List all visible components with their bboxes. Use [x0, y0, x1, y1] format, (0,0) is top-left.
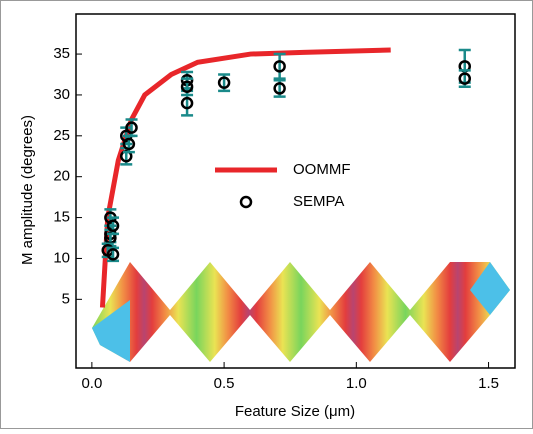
y-tick-label: 35	[53, 45, 70, 62]
point	[122, 137, 136, 151]
x-tick-label: 1.0	[346, 375, 367, 392]
y-tick-label: 15	[53, 209, 70, 226]
y-axis-label: M amplitude (degrees)	[19, 115, 36, 265]
x-tick-label: 0.5	[214, 375, 235, 392]
point	[217, 76, 231, 89]
y-tick-label: 10	[53, 249, 70, 266]
point	[125, 121, 138, 134]
y-tick-label: 25	[53, 127, 70, 144]
x-tick-label: 0.0	[81, 375, 102, 392]
x-tick-label: 1.5	[478, 375, 499, 392]
error-bar	[273, 52, 286, 80]
point	[273, 82, 286, 95]
point	[180, 80, 194, 94]
inset-corner	[470, 262, 510, 315]
plot-frame	[75, 13, 516, 369]
line	[99, 47, 391, 308]
legend-label: SEMPA	[293, 193, 344, 210]
point	[458, 72, 472, 85]
inset-corner	[92, 300, 130, 362]
legend-label: OOMMF	[293, 161, 351, 178]
legend-swatch	[239, 195, 253, 209]
point	[106, 248, 120, 261]
y-tick-label: 20	[53, 168, 70, 185]
y-tick-label: 30	[53, 86, 70, 103]
y-tick-label: 5	[62, 290, 70, 307]
inset-image	[92, 262, 510, 362]
point	[180, 96, 194, 110]
point	[273, 60, 286, 73]
point	[106, 219, 120, 232]
x-axis-label: Feature Size (μm)	[235, 403, 355, 420]
